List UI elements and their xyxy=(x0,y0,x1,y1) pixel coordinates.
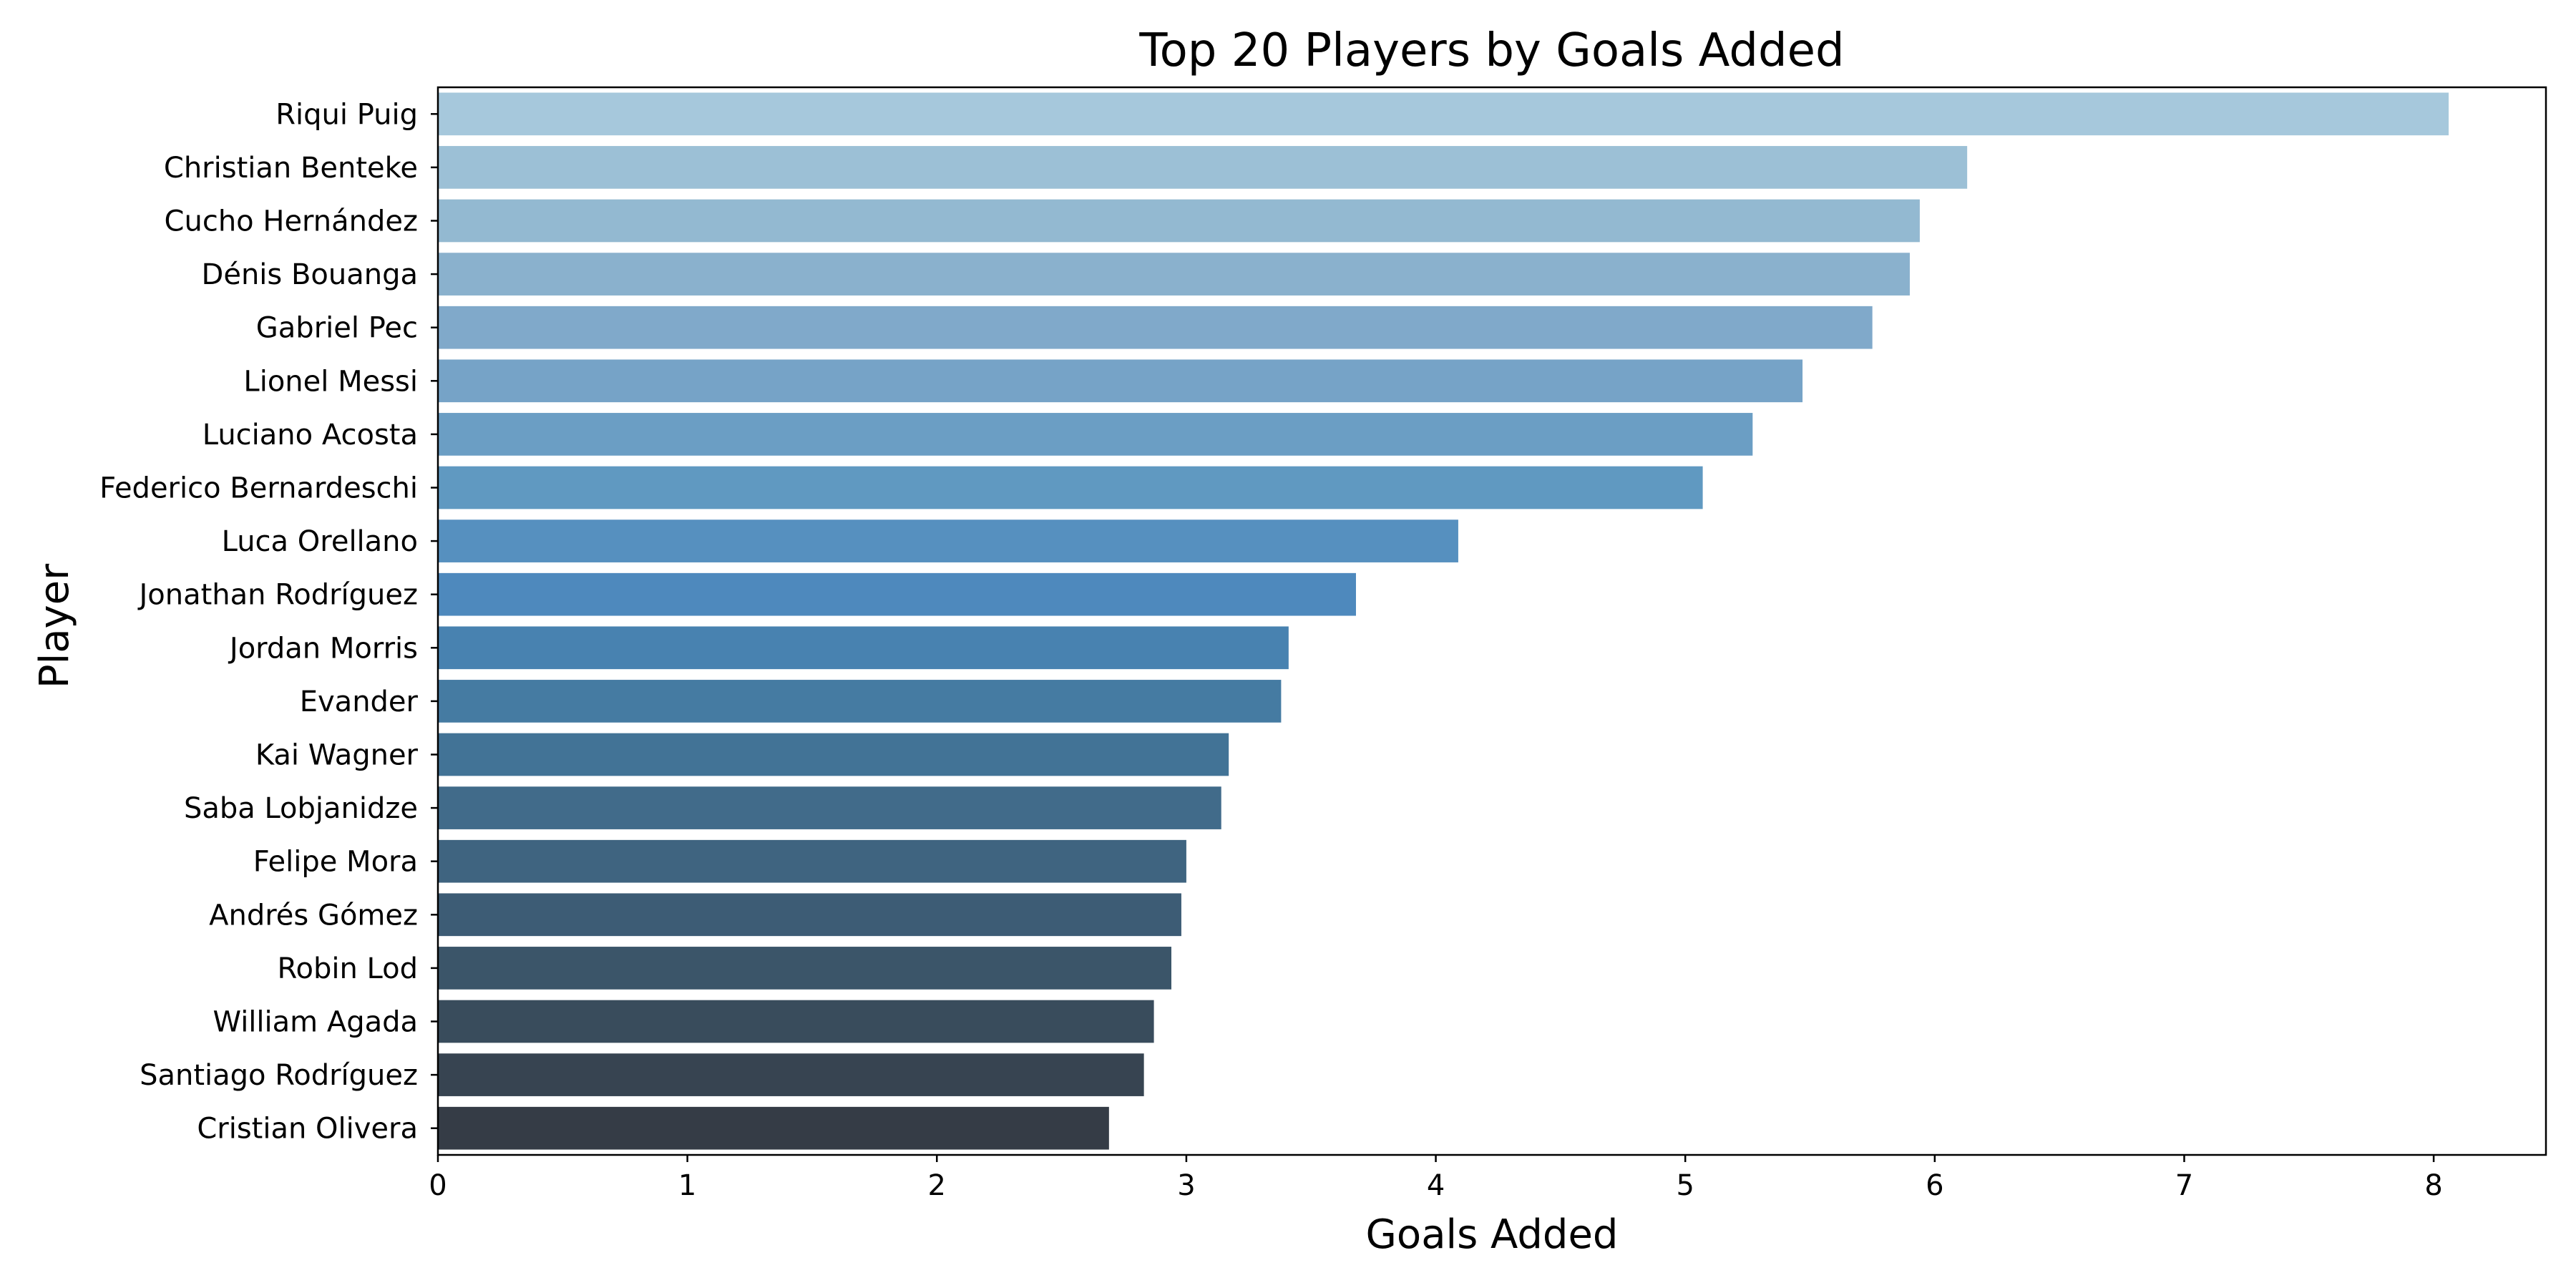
y-tick-label: Luca Orellano xyxy=(222,525,418,558)
y-tick-label: Cristian Olivera xyxy=(197,1113,418,1146)
x-tick-label: 0 xyxy=(429,1169,447,1202)
x-axis-label: Goals Added xyxy=(1366,1211,1619,1258)
y-tick-label: Felipe Mora xyxy=(253,846,418,879)
bar xyxy=(438,626,1289,670)
bar xyxy=(438,680,1282,723)
y-tick-label: Robin Lod xyxy=(278,952,418,985)
bar xyxy=(438,572,1356,616)
plot-frame xyxy=(436,86,2547,1156)
y-tick-label: Federico Bernardeschi xyxy=(99,472,418,505)
x-tick-label: 3 xyxy=(1177,1169,1195,1202)
x-tick-label: 1 xyxy=(678,1169,696,1202)
x-ticks-group: 0 1 2 3 4 5 6 7 8 xyxy=(429,1155,2443,1202)
bar xyxy=(438,733,1229,776)
chart-title: Top 20 Players by Goals Added xyxy=(1138,24,1844,77)
y-tick-label: Andrés Gómez xyxy=(209,899,418,932)
y-tick-label: Kai Wagner xyxy=(255,739,419,772)
y-tick-label: Luciano Acosta xyxy=(203,419,418,452)
y-tick-label: Dénis Bouanga xyxy=(202,258,418,291)
y-tick-label: Jonathan Rodríguez xyxy=(137,579,418,612)
bar xyxy=(438,893,1181,937)
bar xyxy=(438,359,1803,403)
bar xyxy=(438,1053,1144,1096)
bar xyxy=(438,519,1458,562)
x-tick-label: 4 xyxy=(1427,1169,1445,1202)
bar xyxy=(438,466,1703,509)
y-tick-label: Cucho Hernández xyxy=(165,205,418,238)
bar xyxy=(438,306,1873,349)
bar xyxy=(438,253,1910,296)
bars-group xyxy=(438,92,2449,1150)
bar xyxy=(438,786,1221,829)
x-tick-label: 7 xyxy=(2175,1169,2193,1202)
y-axis-label: Player xyxy=(31,563,78,688)
bar xyxy=(438,146,1968,189)
y-tick-label: Christian Benteke xyxy=(164,152,418,185)
y-tick-label: Santiago Rodríguez xyxy=(140,1059,418,1092)
bar xyxy=(438,1106,1109,1150)
bar xyxy=(438,1000,1154,1043)
x-tick-label: 6 xyxy=(1926,1169,1943,1202)
x-tick-label: 5 xyxy=(1676,1169,1694,1202)
y-tick-label: Saba Lobjanidze xyxy=(184,792,418,825)
x-tick-label: 2 xyxy=(928,1169,946,1202)
y-tick-label: Jordan Morris xyxy=(228,632,418,665)
y-tick-label: Gabriel Pec xyxy=(256,312,418,345)
y-tick-label: Riqui Puig xyxy=(275,98,418,131)
y-tick-label: William Agada xyxy=(213,1006,418,1039)
bar xyxy=(438,413,1753,456)
x-tick-label: 8 xyxy=(2424,1169,2442,1202)
bar xyxy=(438,92,2449,136)
bar xyxy=(438,199,1920,243)
y-tick-label: Evander xyxy=(300,686,419,718)
y-ticks-group: Riqui Puig Christian Benteke Cucho Hernánd… xyxy=(99,98,438,1146)
bar xyxy=(438,947,1171,990)
y-tick-label: Lionel Messi xyxy=(243,365,418,398)
bar xyxy=(438,839,1186,883)
